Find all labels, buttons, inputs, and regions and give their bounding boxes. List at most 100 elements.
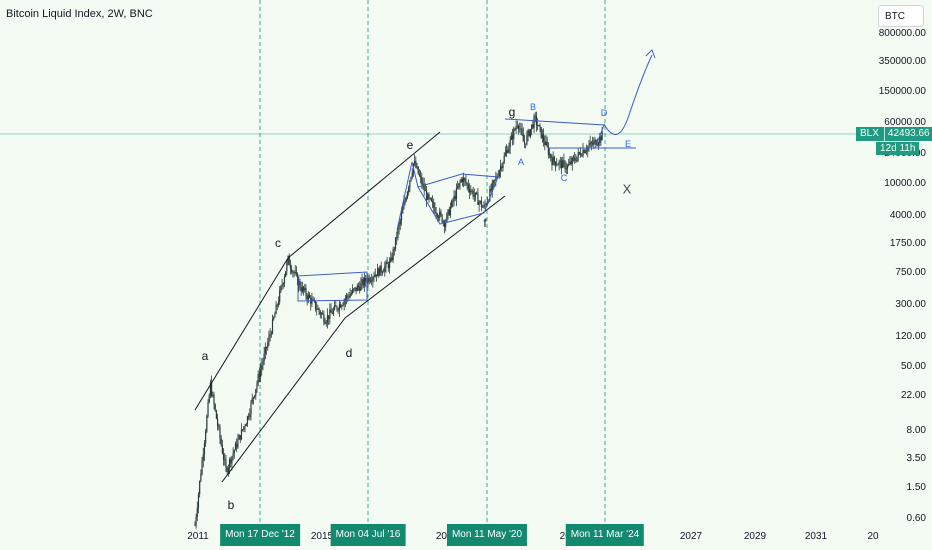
candle-body bbox=[365, 277, 367, 282]
candle-body bbox=[308, 294, 311, 298]
candle-body bbox=[330, 309, 332, 313]
candle-body bbox=[577, 152, 579, 157]
wave-label-a: a bbox=[201, 349, 209, 363]
candle-body bbox=[409, 180, 411, 188]
x-date-marker-badge: Mon 11 Mar '24 bbox=[565, 524, 645, 546]
candle-body bbox=[289, 265, 292, 269]
candle-body bbox=[420, 175, 422, 178]
y-tick-label: 800000.00 bbox=[878, 28, 926, 39]
candle-body bbox=[408, 187, 410, 193]
bar-countdown-badge: 12d 11h bbox=[876, 142, 920, 155]
candle-body bbox=[378, 268, 380, 276]
wave-label-C: C bbox=[560, 173, 568, 183]
candle-body bbox=[539, 125, 541, 128]
candle-body bbox=[288, 256, 290, 266]
candle-body bbox=[199, 480, 201, 495]
wave-label-c: c bbox=[275, 236, 281, 250]
candle-body bbox=[257, 374, 259, 384]
candle-body bbox=[406, 192, 409, 199]
candle-body bbox=[369, 280, 372, 282]
candle-body bbox=[477, 193, 479, 205]
candle-body bbox=[263, 353, 265, 362]
price-badge-value: 42493.66 bbox=[887, 128, 930, 139]
candle-body bbox=[240, 429, 243, 440]
candle-body bbox=[588, 145, 590, 147]
candle-body bbox=[522, 134, 524, 142]
pattern-drawings bbox=[194, 49, 656, 483]
candle-body bbox=[568, 164, 570, 166]
candle-body bbox=[394, 237, 397, 249]
candle-body bbox=[565, 168, 567, 170]
candle-body bbox=[215, 410, 217, 419]
candle-body bbox=[254, 395, 256, 398]
channel-upper-line-2 bbox=[287, 131, 441, 259]
x-tick-label: 2031 bbox=[804, 531, 828, 542]
wave-label-D: D bbox=[600, 108, 608, 118]
candle-body bbox=[562, 160, 564, 169]
candle-body bbox=[367, 277, 369, 283]
candle-body bbox=[344, 298, 346, 301]
consolidation-box bbox=[297, 271, 368, 302]
candle-body bbox=[545, 141, 547, 146]
candle-body bbox=[507, 150, 509, 153]
candle-body bbox=[244, 426, 246, 427]
candle-body bbox=[212, 394, 214, 396]
candle-body bbox=[556, 164, 558, 166]
candle-body bbox=[525, 143, 527, 145]
candle-body bbox=[483, 205, 485, 207]
candle-body bbox=[292, 271, 294, 273]
candle-body bbox=[489, 188, 491, 201]
y-tick-label: 150000.00 bbox=[878, 86, 926, 97]
candle-body bbox=[205, 431, 207, 444]
candle-body bbox=[590, 142, 592, 144]
candle-body bbox=[197, 494, 200, 508]
candle-body bbox=[387, 263, 389, 269]
channel-lower-line-1 bbox=[221, 317, 346, 483]
candle-body bbox=[246, 416, 249, 425]
wave-label-g: g bbox=[508, 105, 516, 119]
candle-body bbox=[323, 314, 325, 323]
candle-body bbox=[584, 151, 587, 153]
candle-body bbox=[511, 135, 514, 140]
candle-body bbox=[234, 443, 237, 451]
y-tick-label: 1750.00 bbox=[889, 238, 926, 249]
candle-body bbox=[388, 261, 391, 269]
candle-body bbox=[503, 155, 505, 163]
candle-body bbox=[385, 261, 387, 267]
candle-body bbox=[274, 313, 276, 318]
candle-body bbox=[575, 160, 577, 162]
candle-body bbox=[335, 305, 337, 307]
candle-body bbox=[228, 459, 231, 468]
candle-body bbox=[311, 299, 313, 304]
candle-body bbox=[458, 183, 460, 188]
y-tick-label: 3.50 bbox=[906, 453, 926, 464]
candle-body bbox=[300, 288, 302, 292]
candle-body bbox=[239, 435, 241, 440]
candle-body bbox=[211, 382, 213, 396]
projection-curve bbox=[603, 54, 653, 135]
candle-body bbox=[258, 374, 260, 378]
candle-body bbox=[231, 456, 233, 464]
candle-body bbox=[574, 157, 576, 161]
candle-body bbox=[259, 369, 262, 378]
candle-body bbox=[472, 190, 474, 197]
candle-body bbox=[207, 402, 209, 417]
candle-body bbox=[342, 304, 344, 306]
candle-body bbox=[459, 181, 461, 184]
candle-body bbox=[200, 474, 202, 481]
candle-body bbox=[245, 424, 247, 427]
candle-body bbox=[559, 160, 561, 162]
candle-body bbox=[576, 156, 578, 162]
candle-body bbox=[589, 142, 591, 146]
candle-body bbox=[470, 190, 472, 193]
candle-body bbox=[307, 294, 309, 300]
candle-body bbox=[514, 129, 516, 131]
candle-body bbox=[273, 317, 275, 320]
symbol-search-box[interactable]: BTC bbox=[878, 5, 924, 27]
candle-body bbox=[318, 308, 320, 312]
candle-body bbox=[339, 304, 342, 308]
candle-body bbox=[351, 289, 354, 294]
candle-body bbox=[580, 153, 582, 156]
candle-body bbox=[526, 135, 528, 145]
